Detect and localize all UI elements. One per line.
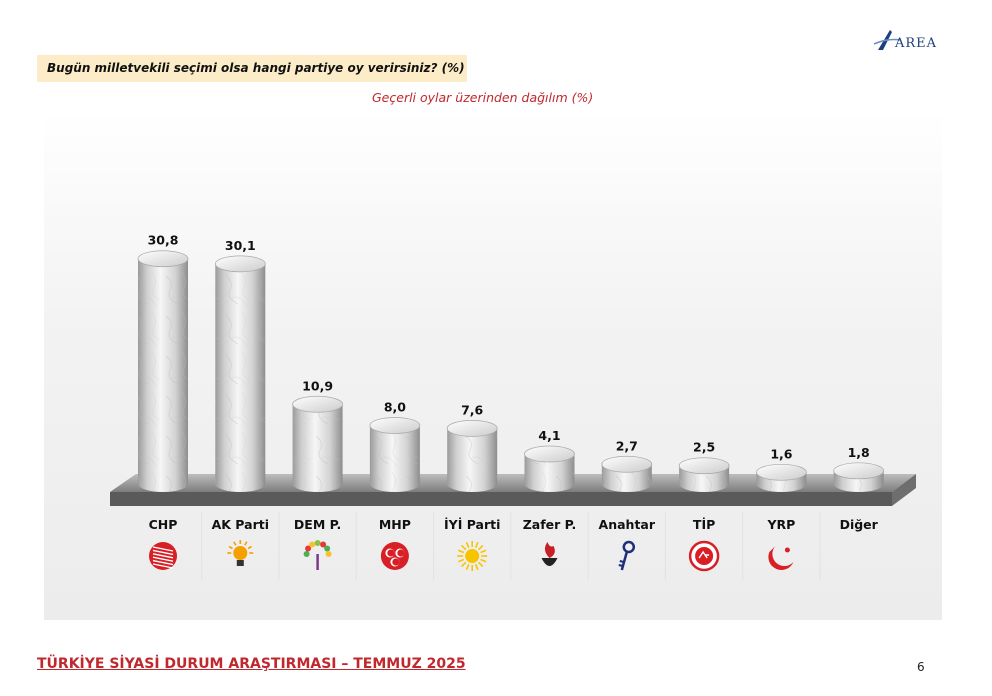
- category-label: YRP: [766, 517, 795, 532]
- value-label: 1,8: [848, 445, 870, 460]
- category-label: Diğer: [840, 517, 879, 532]
- footer-title: TÜRKİYE SİYASİ DURUM ARAŞTIRMASI – TEMMU…: [37, 656, 466, 672]
- bar-2: [214, 255, 266, 492]
- bar-3: [292, 395, 343, 492]
- zafer-flame-icon: [541, 542, 558, 566]
- value-label: 30,1: [225, 238, 256, 253]
- bar-6: [524, 445, 575, 492]
- mhp-crescents-icon: [380, 542, 409, 570]
- category-label: AK Parti: [212, 517, 269, 532]
- category-label: DEM P.: [294, 517, 341, 532]
- bar-4: [369, 417, 421, 492]
- anahtar-key-icon: [618, 540, 636, 571]
- value-label: 4,1: [538, 428, 560, 443]
- logo-text: AREA: [895, 36, 938, 51]
- akp-bulb-icon: [227, 540, 254, 566]
- bar-1: [137, 250, 189, 492]
- category-label: Zafer P.: [523, 517, 577, 532]
- bar-chart: 30,8 30,1 10,9 8,0 7,6 4,1 2,7 2,5 1,6 1,8 CHP AK …: [110, 233, 916, 580]
- category-label: MHP: [379, 517, 411, 532]
- value-label: 1,6: [770, 446, 792, 461]
- chp-six-arrows-icon: [149, 542, 177, 570]
- chart-title: Geçerli oylar üzerinden dağılım (%): [372, 90, 594, 105]
- chart-panel: 30,8 30,1 10,9 8,0 7,6 4,1 2,7 2,5 1,6 1,8 CHP AK …: [44, 110, 942, 620]
- category-label: Anahtar: [599, 517, 656, 532]
- bar-10: [833, 462, 885, 492]
- tip-seal-icon: [688, 540, 720, 572]
- bar-9: [756, 463, 807, 492]
- bar-7: [601, 455, 653, 492]
- bar-8: [678, 457, 730, 492]
- category-label: TİP: [693, 517, 715, 532]
- yrp-crescent-icon: [768, 546, 794, 570]
- value-label: 7,6: [461, 402, 483, 417]
- category-label: CHP: [149, 517, 178, 532]
- area-logo-icon: [874, 30, 901, 50]
- value-label: 30,8: [148, 233, 179, 248]
- page-number: 6: [917, 660, 925, 674]
- iyi-sun-icon: [457, 541, 488, 571]
- bar-5: [446, 420, 498, 492]
- value-label: 10,9: [302, 378, 333, 393]
- value-label: 8,0: [384, 399, 406, 414]
- value-label: 2,7: [616, 438, 638, 453]
- category-label: İYİ Parti: [444, 517, 500, 532]
- dem-tree-icon: [303, 540, 332, 570]
- survey-question: Bugün milletvekili seçimi olsa hangi par…: [37, 55, 467, 82]
- value-label: 2,5: [693, 440, 715, 455]
